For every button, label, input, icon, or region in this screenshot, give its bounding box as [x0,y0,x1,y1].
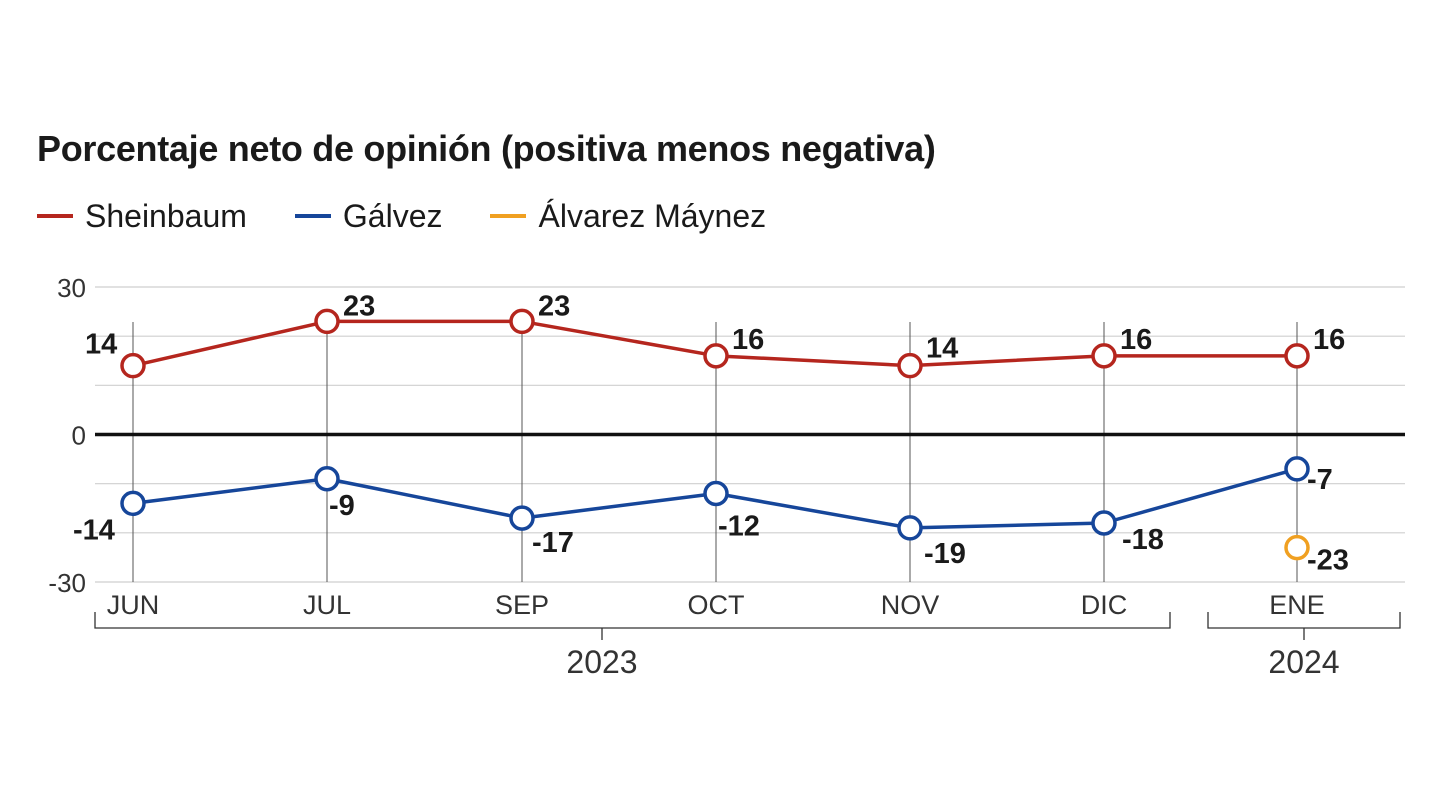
data-point [1091,510,1117,536]
data-label: 14 [85,329,117,361]
series-0: 14 23 23 16 14 16 16 [85,290,1345,379]
data-label: 14 [926,333,958,365]
chart-title: Porcentaje neto de opinión (positiva men… [37,128,936,169]
legend-label-alvarez-maynez: Álvarez Máynez [538,197,767,234]
data-point [509,308,535,335]
year-label: 2024 [1268,644,1339,680]
year-label: 2023 [566,644,637,680]
data-point [120,352,146,379]
data-label: -19 [924,538,966,570]
data-point [1284,456,1310,482]
data-point [897,515,923,541]
data-point [120,490,146,517]
year-bracket: 2024 [1207,612,1401,680]
series-1: -14 -9 -17 -12 -19 -18 -7 [73,456,1333,570]
x-tick-label: JUN [107,590,160,620]
data-label: 16 [1313,324,1345,356]
data-label: 23 [538,290,570,322]
legend-label-galvez: Gálvez [342,197,443,234]
data-point [1284,343,1310,369]
data-label: 16 [732,324,764,356]
series-2: -23 [1284,534,1349,577]
legend-item-alvarez-maynez: Álvarez Máynez [490,198,766,235]
data-label: -17 [532,527,574,559]
data-label: -12 [718,511,760,543]
data-label: -9 [329,490,355,522]
data-label: -7 [1307,464,1333,496]
data-point [1284,534,1310,561]
data-point [1091,343,1117,369]
data-point [897,352,923,379]
legend-label-sheinbaum: Sheinbaum [85,197,247,234]
year-bracket: 2023 [94,612,1171,680]
legend-swatch-alvarez-maynez [490,214,527,218]
data-label: 16 [1120,324,1152,356]
y-tick-label: -30 [48,568,86,598]
y-tick-label: 30 [57,273,86,303]
data-point [314,466,340,492]
data-label: -18 [1122,524,1164,556]
data-label: 23 [343,290,375,322]
x-tick-label: SEP [495,590,549,620]
x-tick-label: DIC [1081,590,1128,620]
x-tick-label: JUL [303,590,351,620]
data-label: -23 [1307,545,1349,577]
x-tick-label: NOV [881,590,940,620]
chart-legend: Sheinbaum Gálvez Álvarez Máynez [37,196,814,236]
y-tick-label: 0 [72,421,86,451]
data-point [703,343,729,369]
x-tick-label: ENE [1269,590,1325,620]
data-label: -14 [73,514,115,546]
data-point [703,480,729,507]
data-point [509,505,535,531]
grid [95,286,1405,583]
legend-item-galvez: Gálvez [294,197,443,235]
legend-swatch-galvez [294,214,331,218]
legend-item-sheinbaum: Sheinbaum [37,198,247,235]
legend-swatch-sheinbaum [37,214,73,218]
data-point [314,308,340,335]
bracket-line [94,612,1171,629]
x-tick-label: OCT [688,590,745,620]
